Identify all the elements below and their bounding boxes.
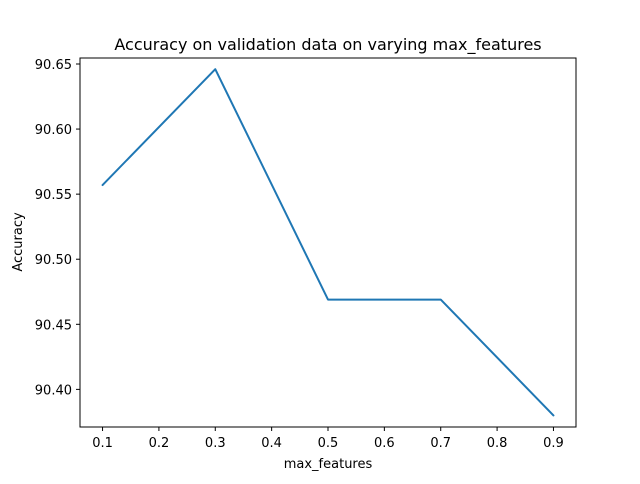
- x-axis-ticks: 0.1 0.2 0.3 0.4 0.5 0.6 0.7 0.8 0.9: [92, 427, 564, 451]
- y-axis-label: Accuracy: [11, 212, 26, 272]
- y-tick-label: 90.40: [35, 383, 72, 398]
- x-tick-label: 0.3: [205, 436, 226, 451]
- y-axis-ticks: 90.40 90.45 90.50 90.55 90.60 90.65: [35, 58, 80, 398]
- plot-area-frame: [79, 57, 577, 428]
- x-tick-label: 0.1: [92, 436, 113, 451]
- x-tick-label: 0.2: [149, 436, 170, 451]
- series-line: [101, 68, 555, 417]
- x-tick-label: 0.5: [318, 436, 339, 451]
- x-axis-label: max_features: [284, 457, 373, 472]
- x-tick-label: 0.4: [261, 436, 282, 451]
- y-tick-label: 90.60: [35, 123, 72, 138]
- chart-title: Accuracy on validation data on varying m…: [114, 35, 541, 55]
- y-tick-label: 90.45: [35, 318, 72, 333]
- x-tick-label: 0.9: [543, 436, 564, 451]
- x-tick-label: 0.8: [487, 436, 508, 451]
- y-tick-label: 90.65: [35, 58, 72, 73]
- y-tick-label: 90.55: [35, 188, 72, 203]
- y-tick-label: 90.50: [35, 253, 72, 268]
- x-tick-label: 0.6: [374, 436, 395, 451]
- x-tick-label: 0.7: [430, 436, 451, 451]
- series-layer: [101, 68, 555, 417]
